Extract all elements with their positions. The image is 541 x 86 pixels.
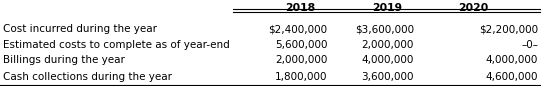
Text: Billings during the year: Billings during the year [3,55,124,65]
Text: 2,000,000: 2,000,000 [361,40,414,50]
Text: 2018: 2018 [285,3,315,13]
Text: 4,000,000: 4,000,000 [486,55,538,65]
Text: 5,600,000: 5,600,000 [275,40,327,50]
Text: 4,600,000: 4,600,000 [486,72,538,82]
Text: Estimated costs to complete as of year-end: Estimated costs to complete as of year-e… [3,40,229,50]
Text: Cost incurred during the year: Cost incurred during the year [3,24,157,34]
Text: 2020: 2020 [458,3,489,13]
Text: 3,600,000: 3,600,000 [361,72,414,82]
Text: $3,600,000: $3,600,000 [355,24,414,34]
Text: 2,000,000: 2,000,000 [275,55,327,65]
Text: $2,400,000: $2,400,000 [268,24,327,34]
Text: –0–: –0– [522,40,538,50]
Text: $2,200,000: $2,200,000 [479,24,538,34]
Text: 2019: 2019 [372,3,402,13]
Text: Cash collections during the year: Cash collections during the year [3,72,171,82]
Text: 1,800,000: 1,800,000 [275,72,327,82]
Text: 4,000,000: 4,000,000 [361,55,414,65]
